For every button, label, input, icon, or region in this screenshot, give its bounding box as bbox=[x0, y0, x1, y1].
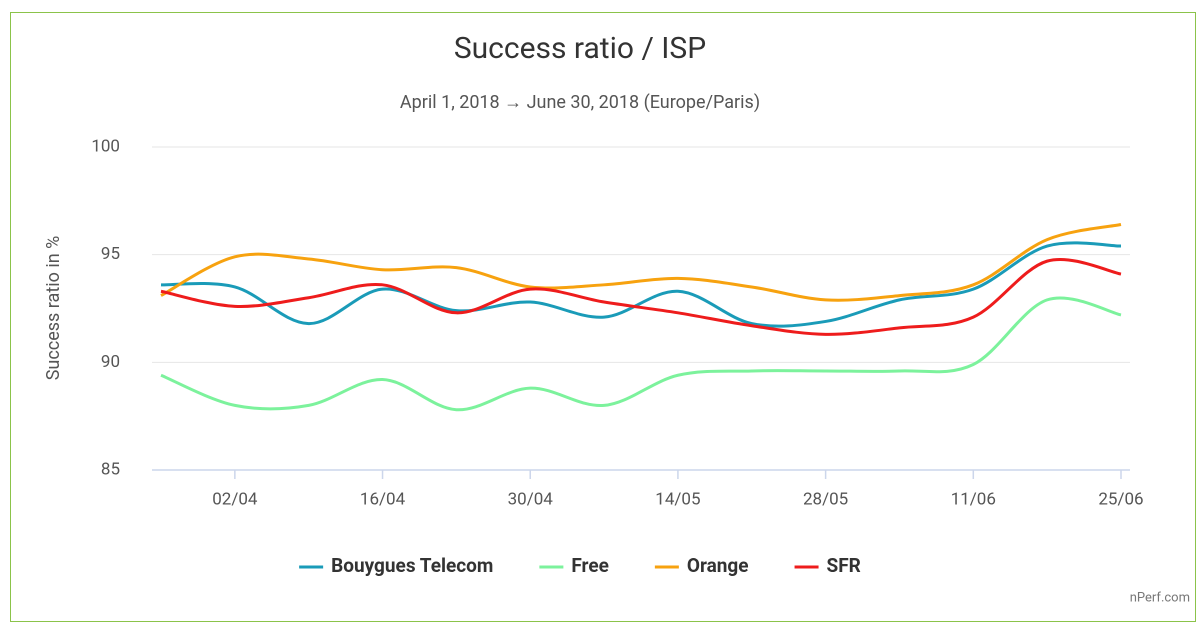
x-tick-label: 25/06 bbox=[1098, 489, 1143, 509]
series-line bbox=[160, 296, 1122, 412]
chart-title: Success ratio / ISP bbox=[454, 31, 706, 66]
x-tick-label: 02/04 bbox=[212, 489, 258, 509]
y-tick-label: 85 bbox=[101, 459, 120, 479]
chart-subtitle: April 1, 2018 → June 30, 2018 (Europe/Pa… bbox=[400, 92, 760, 113]
x-tick-label: 11/06 bbox=[951, 489, 996, 509]
y-tick-label: 100 bbox=[91, 136, 120, 156]
credit: nPerf.com bbox=[1130, 590, 1190, 605]
x-tick-label: 30/04 bbox=[508, 489, 554, 509]
x-tick-label: 28/05 bbox=[803, 489, 848, 509]
legend-label: Orange bbox=[687, 554, 749, 577]
y-tick-label: 90 bbox=[101, 352, 120, 372]
series-line bbox=[160, 223, 1122, 302]
chart: Success ratio / ISP April 1, 2018 → June… bbox=[43, 31, 1190, 606]
series-line bbox=[160, 241, 1122, 328]
series-line bbox=[160, 258, 1122, 336]
legend-label: Bouygues Telecom bbox=[331, 554, 493, 577]
x-tick-label: 14/05 bbox=[655, 489, 700, 509]
y-axis-label: Success ratio in % bbox=[43, 236, 64, 381]
x-tick-label: 16/04 bbox=[360, 489, 406, 509]
legend-label: Free bbox=[571, 554, 609, 577]
y-tick-label: 95 bbox=[101, 244, 120, 264]
legend-label: SFR bbox=[827, 554, 861, 577]
